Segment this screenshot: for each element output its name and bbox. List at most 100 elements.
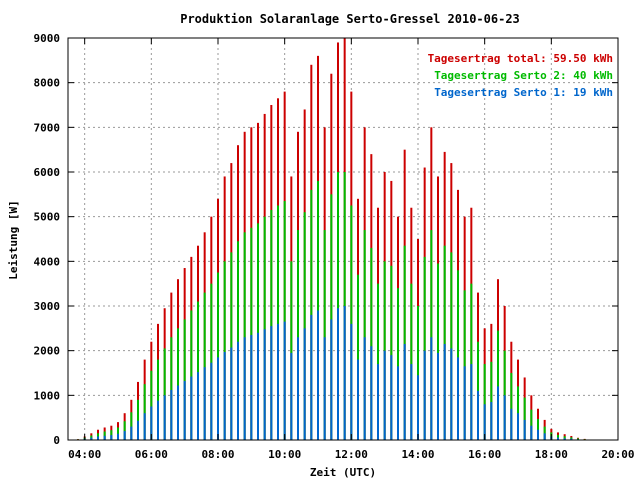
bar-serto-1 <box>357 359 359 440</box>
x-tick-label: 08:00 <box>201 448 234 461</box>
bar-serto-1 <box>417 375 419 440</box>
bars-layer <box>77 38 593 441</box>
bar-serto-1 <box>143 413 146 440</box>
bar-serto-2 <box>457 270 459 440</box>
y-tick-label: 1000 <box>34 389 61 402</box>
bar-serto-2 <box>130 412 133 440</box>
bar-serto-1 <box>250 335 253 440</box>
bar-serto-2 <box>450 252 453 440</box>
bar-serto-2 <box>277 205 279 440</box>
bar-serto-1 <box>243 337 246 440</box>
bar-serto-1 <box>570 438 573 440</box>
bar-serto-2 <box>537 419 539 440</box>
bar-serto-2 <box>197 301 199 440</box>
y-tick-label: 6000 <box>34 166 61 179</box>
bar-serto-2 <box>497 330 499 440</box>
bar-serto-2 <box>437 263 439 440</box>
bar-serto-1 <box>217 357 219 440</box>
legend-entry: Tagesertrag Serto 2: 40 kWh <box>434 69 613 82</box>
bar-serto-2 <box>483 364 486 440</box>
bar-serto-2 <box>530 409 533 440</box>
bar-serto-1 <box>117 433 119 440</box>
bar-serto-1 <box>477 390 479 440</box>
bar-serto-1 <box>470 364 473 440</box>
bar-serto-2 <box>237 241 239 440</box>
bar-serto-2 <box>110 430 113 440</box>
bar-serto-1 <box>230 347 233 440</box>
bar-serto-2 <box>423 256 426 440</box>
bar-serto-1 <box>543 433 546 440</box>
bar-serto-2 <box>170 337 173 440</box>
bar-serto-1 <box>90 437 93 440</box>
bar-serto-1 <box>283 321 286 440</box>
y-tick-label: 2000 <box>34 345 61 358</box>
y-tick-label: 3000 <box>34 300 61 313</box>
bar-serto-1 <box>303 328 306 440</box>
x-tick-label: 12:00 <box>335 448 368 461</box>
bar-serto-1 <box>383 350 386 440</box>
bar-serto-1 <box>490 402 493 440</box>
legend-entry: Tagesertrag Serto 1: 19 kWh <box>434 86 613 99</box>
bar-serto-2 <box>297 230 299 440</box>
bar-serto-2 <box>283 201 286 440</box>
bar-serto-2 <box>563 436 566 440</box>
bar-serto-1 <box>203 367 206 440</box>
bar-serto-2 <box>210 283 213 440</box>
bar-serto-1 <box>423 350 426 440</box>
bar-serto-1 <box>410 364 413 440</box>
bar-serto-1 <box>197 372 199 440</box>
bar-serto-1 <box>323 337 326 440</box>
bar-serto-1 <box>163 395 166 440</box>
x-axis-ticks: 04:00 06:00 08:00 10:00 12:00 14:00 16:00 18:00… <box>68 38 635 461</box>
bar-serto-1 <box>497 386 499 440</box>
bar-serto-1 <box>510 408 513 440</box>
x-tick-label: 18:00 <box>535 448 568 461</box>
bar-serto-2 <box>117 427 119 440</box>
bar-serto-2 <box>337 172 339 440</box>
bar-serto-1 <box>170 389 173 440</box>
bar-serto-1 <box>457 357 459 440</box>
bar-serto-2 <box>190 310 193 440</box>
bar-serto-1 <box>463 366 466 440</box>
bar-serto-2 <box>137 399 139 440</box>
bar-serto-2 <box>290 261 293 440</box>
bar-serto-2 <box>103 431 106 440</box>
x-axis-label: Zeit (UTC) <box>310 466 376 479</box>
bar-serto-1 <box>263 329 266 440</box>
bar-serto-1 <box>563 438 566 440</box>
bar-serto-2 <box>350 205 353 440</box>
bar-serto-2 <box>150 370 153 440</box>
bar-serto-2 <box>323 230 326 440</box>
bar-serto-1 <box>363 337 366 440</box>
bar-serto-2 <box>523 397 526 440</box>
bar-serto-1 <box>377 364 379 440</box>
bar-serto-2 <box>470 283 473 440</box>
bar-serto-2 <box>510 373 513 440</box>
y-tick-label: 0 <box>53 434 60 447</box>
bar-serto-2 <box>230 252 233 440</box>
bar-serto-1 <box>310 314 313 440</box>
bar-serto-1 <box>297 337 299 440</box>
bar-serto-2 <box>370 247 373 440</box>
bar-serto-2 <box>463 290 466 440</box>
bar-serto-2 <box>203 292 206 440</box>
y-axis-label: Leistung [W] <box>7 200 20 279</box>
y-tick-label: 7000 <box>34 121 61 134</box>
bar-serto-1 <box>537 429 539 440</box>
bar-serto-2 <box>390 265 393 440</box>
bar-serto-2 <box>330 194 333 440</box>
x-tick-label: 04:00 <box>68 448 101 461</box>
bar-serto-1 <box>483 404 486 440</box>
bar-serto-2 <box>177 328 179 440</box>
bar-serto-1 <box>270 326 273 440</box>
bar-serto-1 <box>370 346 373 440</box>
bar-serto-1 <box>517 413 519 440</box>
x-tick-label: 14:00 <box>401 448 434 461</box>
bar-serto-2 <box>430 230 433 440</box>
bar-serto-1 <box>177 385 179 440</box>
bar-serto-2 <box>477 341 479 440</box>
bar-serto-2 <box>377 283 379 440</box>
x-tick-label: 20:00 <box>601 448 634 461</box>
bar-serto-1 <box>350 323 353 440</box>
